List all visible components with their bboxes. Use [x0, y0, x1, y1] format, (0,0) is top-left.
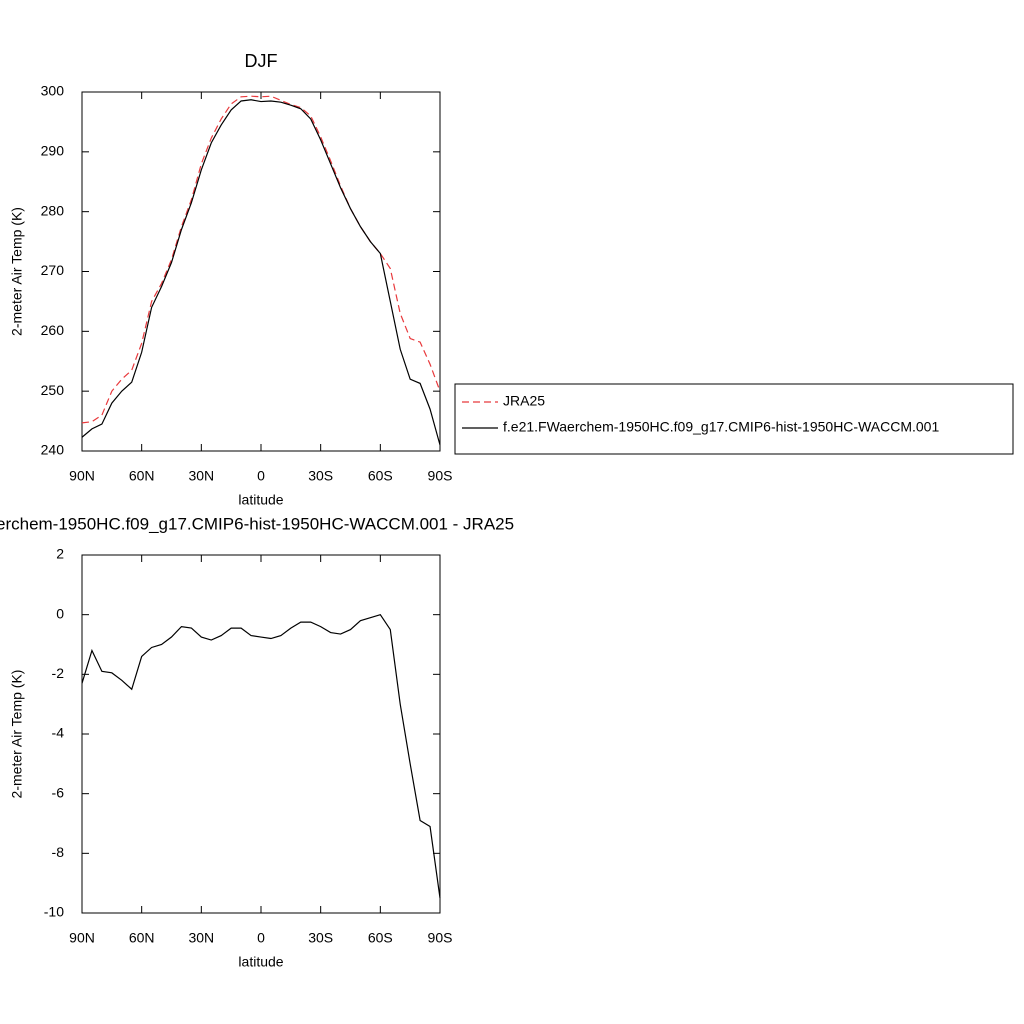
x-tick-label: 30N [188, 930, 214, 946]
x-tick-label: 30N [188, 468, 214, 484]
y-tick-label: 0 [56, 605, 64, 621]
y-tick-label: 260 [41, 322, 65, 338]
x-tick-label: 90N [69, 930, 95, 946]
x-tick-label: 60N [129, 468, 155, 484]
y-tick-label: 300 [41, 83, 65, 99]
y-tick-label: -6 [52, 784, 65, 800]
x-tick-label: 0 [257, 930, 265, 946]
y-tick-label: 240 [41, 442, 65, 458]
y-tick-label: -4 [52, 725, 65, 741]
y-axis-label: 2-meter Air Temp (K) [9, 670, 25, 799]
legend-label: f.e21.FWaerchem-1950HC.f09_g17.CMIP6-his… [503, 419, 939, 435]
x-axis-label: latitude [238, 492, 283, 508]
y-tick-label: 290 [41, 143, 65, 159]
x-tick-label: 90S [428, 468, 453, 484]
legend-label: JRA25 [503, 393, 545, 409]
x-tick-label: 60S [368, 930, 393, 946]
y-tick-label: 270 [41, 262, 65, 278]
chart-title: erchem-1950HC.f09_g17.CMIP6-hist-1950HC-… [0, 514, 514, 533]
y-tick-label: -10 [44, 904, 64, 920]
x-tick-label: 0 [257, 468, 265, 484]
y-tick-label: -2 [52, 665, 65, 681]
data-line [81, 95, 441, 424]
plot-frame [81, 91, 441, 452]
chart-title: DJF [245, 51, 278, 71]
x-tick-label: 60S [368, 468, 393, 484]
data-line [81, 99, 441, 446]
x-tick-label: 30S [308, 930, 333, 946]
y-tick-label: -8 [52, 844, 65, 860]
x-tick-label: 90S [428, 930, 453, 946]
plot-frame [81, 554, 441, 914]
x-tick-label: 30S [308, 468, 333, 484]
x-tick-label: 90N [69, 468, 95, 484]
y-tick-label: 2 [56, 546, 64, 562]
x-tick-label: 60N [129, 930, 155, 946]
x-axis-label: latitude [238, 954, 283, 970]
y-tick-label: 280 [41, 202, 65, 218]
y-tick-label: 250 [41, 382, 65, 398]
y-axis-label: 2-meter Air Temp (K) [9, 207, 25, 336]
data-line [81, 613, 441, 899]
legend-box [454, 383, 1014, 455]
